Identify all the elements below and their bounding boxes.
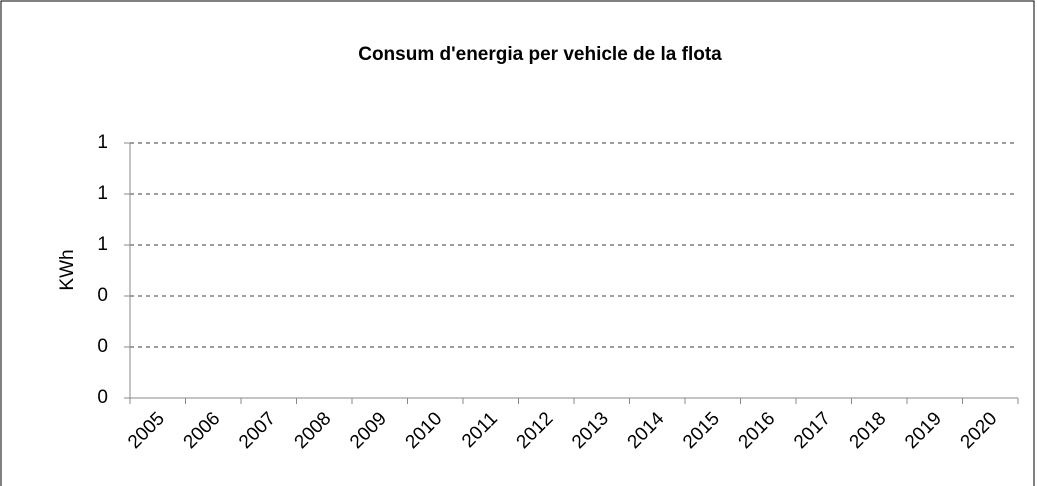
y-tick-label: 1: [97, 183, 108, 204]
y-tick-label: 1: [97, 132, 108, 153]
y-tick-label: 0: [97, 387, 108, 408]
y-axis-label: KWh: [57, 249, 78, 290]
y-tick-label: 0: [97, 336, 108, 357]
chart-title: Consum d'energia per vehicle de la flota: [358, 44, 722, 65]
y-tick-label: 0: [97, 285, 108, 306]
y-tick-label: 1: [97, 234, 108, 255]
